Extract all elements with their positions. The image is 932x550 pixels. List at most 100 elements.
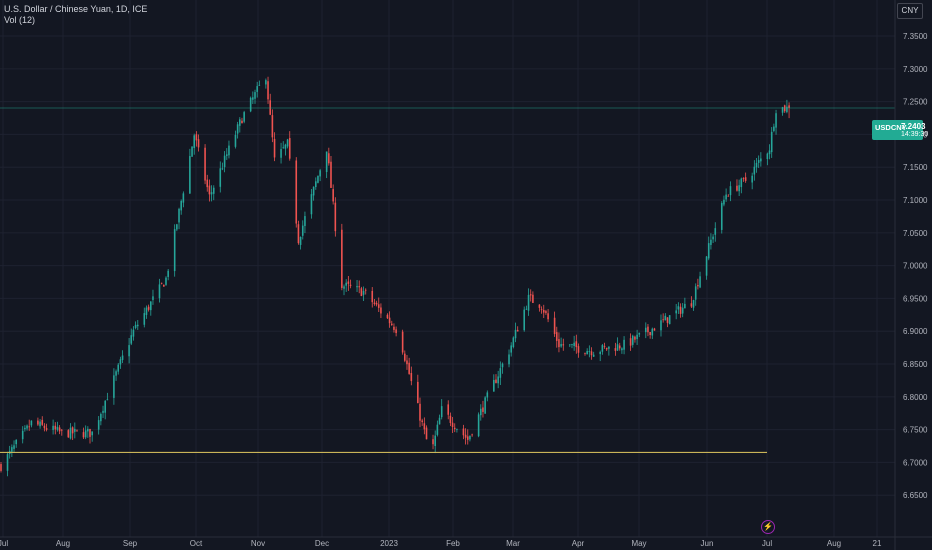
candle-body bbox=[67, 430, 70, 438]
candle-body bbox=[128, 345, 130, 357]
y-tick-label: 7.1000 bbox=[903, 196, 928, 205]
candle-body bbox=[675, 310, 677, 314]
candle bbox=[282, 141, 285, 149]
candle-body bbox=[28, 426, 31, 428]
candle bbox=[37, 417, 39, 426]
candle-body bbox=[380, 307, 382, 314]
candle bbox=[410, 366, 413, 386]
candle bbox=[751, 172, 753, 190]
candle-body bbox=[786, 106, 788, 113]
candle bbox=[58, 425, 61, 435]
candle bbox=[299, 236, 302, 250]
candle-body bbox=[569, 344, 571, 346]
candle-body bbox=[438, 417, 441, 425]
candle bbox=[553, 311, 556, 337]
candle bbox=[618, 342, 621, 351]
candle-body bbox=[419, 403, 421, 421]
x-tick-label: Aug bbox=[827, 539, 841, 548]
candle-body bbox=[710, 239, 712, 245]
candle bbox=[560, 337, 562, 348]
candle bbox=[223, 151, 226, 173]
candle bbox=[317, 175, 319, 184]
candle bbox=[649, 332, 651, 339]
candle bbox=[738, 179, 740, 197]
candle-body bbox=[119, 359, 122, 365]
candle-body bbox=[254, 92, 256, 99]
candle bbox=[542, 304, 545, 318]
candle bbox=[525, 305, 528, 311]
candle bbox=[720, 201, 723, 234]
candle-body bbox=[206, 179, 209, 188]
candle-body bbox=[532, 294, 534, 303]
candle-body bbox=[258, 84, 261, 86]
candle bbox=[373, 298, 376, 306]
candle-body bbox=[775, 113, 777, 128]
candle-body bbox=[30, 420, 33, 426]
candle bbox=[760, 152, 762, 167]
candle-body bbox=[145, 307, 148, 315]
candle-body bbox=[462, 428, 465, 436]
candle-body bbox=[89, 428, 91, 437]
candle bbox=[24, 425, 26, 432]
candle bbox=[775, 109, 777, 135]
candle bbox=[705, 255, 708, 280]
candle bbox=[647, 324, 649, 337]
x-tick-label: Feb bbox=[446, 539, 460, 548]
candle bbox=[195, 131, 198, 147]
candle-body bbox=[189, 156, 191, 194]
candle-body bbox=[588, 351, 591, 352]
y-tick-label: 7.3000 bbox=[903, 65, 928, 74]
currency-button[interactable]: CNY bbox=[897, 3, 923, 19]
candle-body bbox=[440, 406, 443, 418]
y-tick-label: 6.8000 bbox=[903, 393, 928, 402]
last-price-tag: USDCNY 7.2403 14:39:30 bbox=[872, 120, 928, 140]
candle bbox=[768, 144, 771, 160]
y-tick-label: 6.6500 bbox=[903, 491, 928, 500]
candle-body bbox=[386, 314, 389, 319]
candle-body bbox=[634, 336, 636, 340]
candle bbox=[590, 347, 593, 360]
candle-body bbox=[692, 300, 695, 308]
candle bbox=[74, 422, 76, 439]
candle bbox=[284, 143, 287, 156]
candle bbox=[497, 370, 499, 389]
candle bbox=[449, 412, 452, 427]
candle-body bbox=[781, 107, 784, 113]
candle-body bbox=[332, 189, 334, 202]
candle bbox=[360, 286, 363, 297]
candle-body bbox=[705, 256, 708, 276]
candle-body bbox=[608, 346, 610, 349]
candle bbox=[330, 155, 332, 189]
candle-body bbox=[712, 236, 714, 240]
candle-body bbox=[757, 160, 760, 163]
candle-body bbox=[195, 134, 198, 141]
candle-body bbox=[510, 345, 512, 353]
candle-body bbox=[558, 339, 560, 348]
candle bbox=[265, 78, 267, 89]
candle bbox=[267, 76, 269, 104]
candle-body bbox=[143, 313, 146, 325]
lightning-bolt-icon[interactable]: ⚡ bbox=[761, 520, 775, 534]
candle bbox=[616, 337, 619, 351]
candle bbox=[677, 302, 680, 314]
candle bbox=[362, 286, 365, 301]
candle bbox=[69, 423, 72, 440]
candle-body bbox=[165, 277, 167, 285]
candle bbox=[149, 301, 152, 316]
candle-body bbox=[241, 120, 243, 124]
candle bbox=[45, 423, 48, 432]
candle-body bbox=[497, 376, 499, 384]
candle bbox=[26, 424, 28, 431]
candle bbox=[679, 303, 682, 318]
candle-body bbox=[297, 224, 300, 244]
candle-body bbox=[770, 131, 773, 153]
candle-body bbox=[301, 225, 304, 236]
volume-indicator-label[interactable]: Vol (12) bbox=[4, 15, 36, 25]
candle-body bbox=[43, 425, 46, 429]
x-tick-label: Oct bbox=[190, 539, 203, 548]
candle-body bbox=[104, 400, 107, 413]
candle-body bbox=[547, 313, 549, 320]
candle-body bbox=[453, 427, 456, 430]
candle-body bbox=[684, 303, 686, 309]
